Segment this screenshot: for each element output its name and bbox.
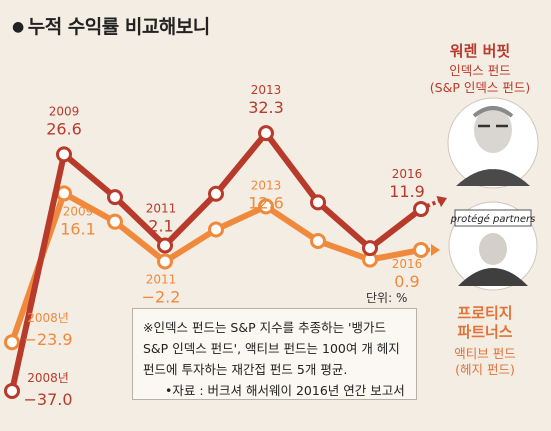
year-label: 2008년 [27, 311, 69, 325]
data-point-protege [157, 253, 173, 270]
year-label: 2009 [63, 204, 94, 218]
protege-logo-text: protégé partners [450, 213, 536, 225]
data-point-buffett [4, 382, 20, 399]
data-point-protege [310, 233, 326, 250]
value-label: −37.0 [23, 390, 72, 409]
note-box: ※인덱스 펀드는 S&P 지수를 추종하는 '뱅가드 S&P 인덱스 펀드', … [132, 308, 417, 400]
data-point-buffett [258, 125, 274, 142]
data-point-buffett [157, 237, 173, 254]
data-point-protege [208, 221, 224, 238]
protege-label-line2: 파트너스 [457, 323, 513, 341]
value-label: 2.1 [148, 216, 173, 235]
data-point-protege [107, 213, 123, 230]
value-label: 32.3 [248, 98, 284, 117]
value-label: −2.2 [142, 287, 181, 306]
year-label: 2016 [392, 257, 423, 271]
data-point-buffett [208, 185, 224, 202]
protege-label-line1: 프로티지 [457, 304, 513, 322]
trend-arrowhead-buffett [436, 196, 447, 208]
data-point-protege [413, 241, 429, 258]
year-label: 2011 [146, 272, 177, 286]
year-label: 2016 [392, 167, 423, 181]
value-label: −23.9 [23, 330, 72, 349]
page-title-text: 누적 수익률 비교해보니 [27, 16, 211, 38]
protege-fund-detail: (헤지 펀드) [455, 362, 515, 377]
unit-label: 단위: % [366, 291, 408, 305]
note-line: 펀드에 투자하는 재간접 펀드 5개 평균. [143, 362, 348, 377]
data-point-buffett [413, 201, 429, 218]
data-point-buffett [56, 146, 72, 163]
value-label: 11.9 [389, 182, 425, 201]
protege-partners-logo: protégé partners [448, 201, 538, 291]
year-label: 2011 [146, 201, 177, 215]
buffett-label: 워렌 버핏 [449, 42, 511, 60]
note-source: •자료 : 버크셔 해서웨이 2016년 연간 보고서 [165, 383, 405, 398]
data-point-buffett [362, 240, 378, 257]
year-label: 2009 [49, 104, 80, 118]
data-point-protege [4, 334, 20, 351]
value-label: 26.6 [46, 119, 82, 138]
buffett-portrait [447, 97, 539, 189]
value-label: 0.9 [394, 272, 419, 291]
buffett-fund-detail: (S&P 인덱스 펀드) [429, 80, 531, 95]
data-point-protege [258, 198, 274, 215]
year-label: 2013 [251, 178, 282, 192]
data-point-buffett [310, 194, 326, 211]
bullet-icon: ● [12, 19, 24, 35]
year-label: 2008년 [27, 371, 69, 385]
value-label: 12.6 [248, 193, 284, 212]
trend-arrow-buffett [426, 199, 440, 208]
note-line: ※인덱스 펀드는 S&P 지수를 추종하는 '뱅가드 [143, 320, 386, 335]
value-label: 16.1 [60, 219, 96, 238]
buffett-fund-type: 인덱스 펀드 [449, 63, 511, 78]
year-label: 2013 [251, 83, 282, 97]
page-title: ● 누적 수익률 비교해보니 [12, 12, 210, 39]
trend-arrowhead-protege [431, 243, 440, 256]
protege-fund-type: 액티브 펀드 [454, 346, 516, 361]
data-point-buffett [107, 189, 123, 206]
note-line: S&P 인덱스 펀드', 액티브 펀드는 100여 개 헤지 [143, 341, 400, 356]
